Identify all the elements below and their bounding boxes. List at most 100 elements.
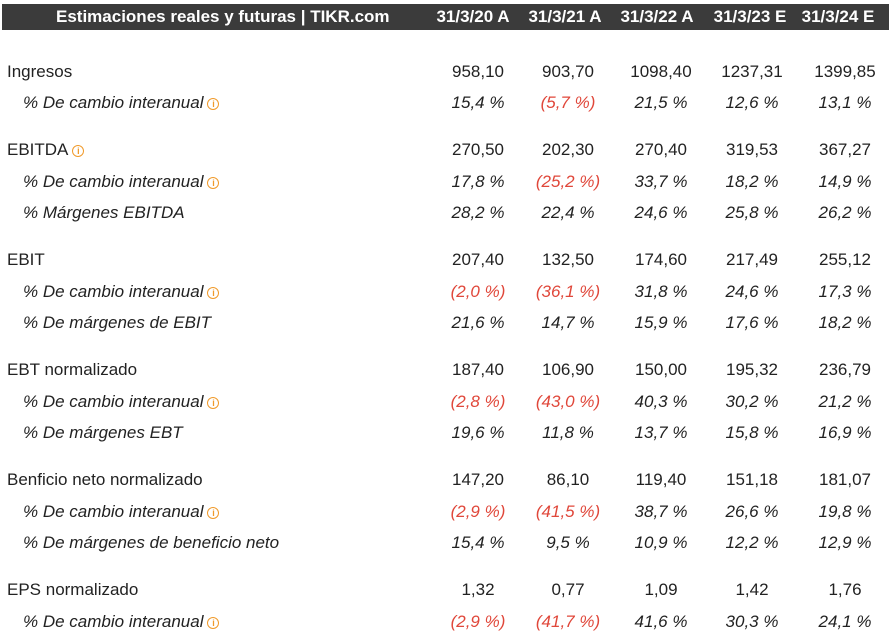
table-cell: 13,7 % [634, 423, 688, 442]
info-icon[interactable]: i [207, 507, 220, 519]
table-cell: 9,5 % [546, 533, 590, 552]
table-row: % De márgenes de beneficio neto 15,4 % 9,5… [0, 531, 891, 555]
table-cell: 86,10 [546, 470, 590, 489]
row-label: % De márgenes EBT [23, 423, 183, 443]
row-label-text: EBT normalizado [7, 360, 138, 379]
table-cell: 12,6 % [725, 93, 779, 112]
table-cell: 33,7 % [634, 172, 688, 191]
table-cell: 106,90 [542, 360, 594, 379]
table-cell: 187,40 [452, 360, 504, 379]
table-cell: 903,70 [542, 62, 594, 81]
table-cell: 958,10 [452, 62, 504, 81]
column-header: 31/3/23 E [713, 7, 787, 26]
table-cell: 15,4 % [451, 93, 505, 112]
table-row: Benficio neto normalizado 147,20 86,10 119,… [0, 468, 891, 492]
row-label: Ingresos [7, 62, 72, 82]
row-label-text: % De cambio interanual [23, 93, 204, 112]
table-row: % De cambio interanual i 17,8 % (25,2 %) 33,… [0, 170, 891, 194]
table-cell: 26,2 % [818, 203, 872, 222]
table-cell: 12,9 % [818, 533, 872, 552]
row-label: % De cambio interanual i [23, 502, 220, 522]
table-row: Ingresos 958,10 903,70 1098,40 1237,31 1399,8… [0, 60, 891, 84]
table-cell: 17,3 % [818, 282, 872, 301]
table-cell: 24,6 % [634, 203, 688, 222]
table-cell: 1237,31 [721, 62, 783, 81]
row-label: EBIT [7, 250, 45, 270]
table-cell: 132,50 [542, 250, 594, 269]
table-cell: 38,7 % [634, 502, 688, 521]
table-cell: 207,40 [452, 250, 504, 269]
table-cell: 181,07 [819, 470, 871, 489]
table-cell: 270,50 [452, 140, 504, 159]
info-icon[interactable]: i [207, 98, 220, 110]
table-cell: 1399,85 [814, 62, 876, 81]
info-icon[interactable]: i [72, 145, 85, 157]
table-cell: 31,8 % [634, 282, 688, 301]
row-label: % Márgenes EBITDA [23, 203, 185, 223]
info-icon[interactable]: i [207, 177, 220, 189]
row-label-text: % De cambio interanual [23, 282, 204, 301]
row-label-text: % De cambio interanual [23, 502, 204, 521]
table-cell: 15,9 % [634, 313, 688, 332]
table-cell: 16,9 % [818, 423, 872, 442]
table-cell: 24,1 % [818, 612, 872, 631]
table-cell: 14,7 % [541, 313, 595, 332]
table-cell: (2,9 %) [450, 502, 506, 521]
row-label: EPS normalizado [7, 580, 138, 600]
table-cell: 319,53 [726, 140, 778, 159]
table-cell: 119,40 [635, 470, 687, 489]
row-label-text: % De márgenes de beneficio neto [23, 533, 280, 552]
table-cell: 22,4 % [541, 203, 595, 222]
table-row: EBITDA i 270,50 202,30 270,40 319,53 367,27 [0, 138, 891, 162]
row-label: % De cambio interanual i [23, 172, 220, 192]
table-cell: 151,18 [726, 470, 778, 489]
table-cell: 28,2 % [451, 203, 505, 222]
row-label-text: Benficio neto normalizado [7, 470, 203, 489]
table-row: % De cambio interanual i (2,0 %) (36,1 %) 31… [0, 280, 891, 304]
column-header: 31/3/20 A [436, 7, 510, 26]
table-title: Estimaciones reales y futuras | TIKR.com [56, 7, 390, 26]
row-label-text: % De márgenes EBT [23, 423, 183, 442]
row-label-text: % Márgenes EBITDA [23, 203, 185, 222]
row-label-text: % De cambio interanual [23, 612, 204, 631]
table-row: % De cambio interanual i 15,4 % (5,7 %) 21,5… [0, 91, 891, 115]
table-cell: 21,5 % [634, 93, 688, 112]
table-cell: 15,8 % [725, 423, 779, 442]
table-cell: 11,8 % [542, 423, 594, 442]
column-header: 31/3/21 A [528, 7, 602, 26]
info-icon[interactable]: i [207, 287, 220, 299]
row-label: % De márgenes de EBIT [23, 313, 211, 333]
row-label-text: % De márgenes de EBIT [23, 313, 212, 332]
table-cell: 30,3 % [725, 612, 779, 631]
table-cell: (5,7 %) [540, 93, 596, 112]
table-cell: (43,0 %) [535, 392, 601, 411]
table-cell: (2,8 %) [450, 392, 506, 411]
row-label: % De cambio interanual i [23, 93, 220, 113]
info-icon[interactable]: i [207, 397, 220, 409]
table-cell: (41,7 %) [535, 612, 601, 631]
table-cell: 13,1 % [818, 93, 872, 112]
table-cell: 236,79 [819, 360, 871, 379]
table-cell: 17,6 % [725, 313, 779, 332]
table-row: % De cambio interanual i (2,8 %) (43,0 %) 40… [0, 390, 891, 414]
table-cell: 367,27 [819, 140, 871, 159]
column-header: 31/3/24 E [801, 7, 875, 26]
table-cell: (36,1 %) [535, 282, 601, 301]
info-icon[interactable]: i [207, 617, 220, 629]
table-row: % De márgenes EBT 19,6 % 11,8 % 13,7 % 15,8 … [0, 421, 891, 445]
table-cell: 150,00 [635, 360, 687, 379]
table-cell: 14,9 % [818, 172, 872, 191]
table-cell: 24,6 % [725, 282, 779, 301]
table-cell: 202,30 [542, 140, 594, 159]
table-cell: 147,20 [452, 470, 504, 489]
table-cell: (2,9 %) [450, 612, 506, 631]
table-cell: 12,2 % [725, 533, 779, 552]
table-cell: 10,9 % [634, 533, 688, 552]
table-cell: (2,0 %) [450, 282, 506, 301]
row-label-text: EBIT [7, 250, 45, 269]
table-cell: 18,2 % [818, 313, 872, 332]
row-label: % De cambio interanual i [23, 392, 220, 412]
table-row: % De cambio interanual i (2,9 %) (41,5 %) 38… [0, 500, 891, 524]
table-cell: 19,8 % [818, 502, 872, 521]
table-cell: (41,5 %) [535, 502, 601, 521]
